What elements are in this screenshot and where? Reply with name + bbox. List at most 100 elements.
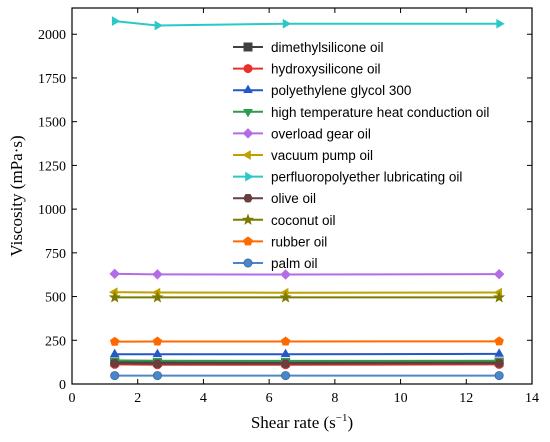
series-line bbox=[114, 291, 500, 294]
legend-marker bbox=[242, 128, 254, 139]
data-point bbox=[108, 291, 121, 303]
legend-marker bbox=[245, 171, 254, 182]
data-point bbox=[496, 18, 505, 29]
y-tick-label: 1750 bbox=[38, 72, 66, 87]
data-point bbox=[493, 268, 505, 280]
series-line bbox=[114, 272, 500, 276]
legend-marker bbox=[243, 84, 253, 93]
x-tick-label: 2 bbox=[134, 391, 141, 406]
data-point bbox=[282, 18, 292, 29]
legend-marker bbox=[243, 109, 253, 118]
plot-frame bbox=[71, 7, 533, 385]
legend-label: coconut oil bbox=[271, 213, 336, 228]
data-point bbox=[109, 336, 120, 346]
y-tick-label: 0 bbox=[59, 378, 66, 393]
legend-entry-9: rubber oil bbox=[233, 234, 327, 249]
y-tick-label: 1500 bbox=[38, 116, 66, 131]
x-tick-label: 0 bbox=[69, 391, 76, 406]
axis-ticks bbox=[71, 8, 533, 385]
legend-label: rubber oil bbox=[271, 234, 327, 249]
data-point bbox=[111, 16, 121, 26]
data-point bbox=[494, 359, 504, 368]
series-line bbox=[114, 359, 500, 362]
legend-marker bbox=[243, 64, 253, 74]
legend-label: polyethylene glycol 300 bbox=[271, 83, 411, 98]
legend-label: high temperature heat conduction oil bbox=[271, 105, 489, 120]
series-9 bbox=[109, 336, 504, 346]
data-point bbox=[280, 269, 291, 280]
data-point bbox=[109, 268, 120, 280]
legend-marker bbox=[243, 42, 253, 52]
legend-label: palm oil bbox=[271, 256, 318, 271]
legend-marker bbox=[243, 194, 253, 203]
legend-entry-2: polyethylene glycol 300 bbox=[233, 83, 411, 98]
data-point bbox=[280, 336, 291, 346]
data-point bbox=[494, 336, 504, 346]
x-tick-label: 10 bbox=[394, 391, 408, 406]
series-line bbox=[114, 361, 500, 364]
x-tick-label: 14 bbox=[525, 391, 539, 406]
series-6 bbox=[111, 16, 505, 31]
x-axis-title: Shear rate (s−1) bbox=[251, 412, 353, 432]
legend-label: overload gear oil bbox=[271, 126, 371, 141]
series-layer bbox=[108, 16, 506, 381]
series-8 bbox=[108, 291, 506, 303]
data-point bbox=[152, 269, 163, 280]
data-point bbox=[152, 371, 162, 381]
legend-entry-7: olive oil bbox=[233, 191, 316, 206]
legend-marker bbox=[243, 236, 253, 246]
data-point bbox=[152, 336, 163, 346]
data-point bbox=[279, 291, 292, 303]
series-7 bbox=[109, 359, 504, 368]
y-axis-title: Viscosity (mPa·s) bbox=[7, 135, 26, 256]
legend-entry-8: coconut oil bbox=[233, 213, 336, 228]
legend-label: hydroxysilicone oil bbox=[271, 62, 381, 77]
legend-entry-6: perfluoropolyether lubricating oil bbox=[233, 170, 462, 185]
data-point bbox=[494, 348, 504, 357]
x-tick-label: 12 bbox=[459, 391, 473, 406]
data-point bbox=[281, 371, 291, 381]
series-5 bbox=[109, 287, 502, 298]
series-4 bbox=[109, 268, 505, 280]
legend-entry-10: palm oil bbox=[233, 256, 318, 271]
data-point bbox=[109, 359, 120, 368]
data-point bbox=[494, 371, 504, 381]
y-tick-label: 1000 bbox=[38, 203, 66, 218]
y-tick-label: 750 bbox=[45, 247, 66, 262]
legend-label: olive oil bbox=[271, 191, 316, 206]
data-point bbox=[493, 291, 506, 303]
data-point bbox=[280, 348, 291, 358]
x-axis-title-close: ) bbox=[348, 413, 354, 432]
legend-entry-0: dimethylsilicone oil bbox=[233, 40, 384, 55]
data-point bbox=[152, 359, 163, 368]
y-tick-label: 1250 bbox=[38, 159, 66, 174]
x-tick-labels: 0 2 4 6 8 10 12 14 bbox=[69, 391, 540, 406]
x-axis-title-sup: −1 bbox=[336, 412, 348, 424]
x-tick-label: 6 bbox=[266, 391, 273, 406]
legend-marker bbox=[242, 150, 251, 160]
legend-marker bbox=[243, 258, 253, 268]
legend-entry-4: overload gear oil bbox=[233, 126, 371, 141]
data-point bbox=[110, 371, 120, 381]
data-point bbox=[280, 359, 291, 368]
x-tick-label: 4 bbox=[200, 391, 207, 406]
legend-entry-3: high temperature heat conduction oil bbox=[233, 105, 489, 120]
y-tick-label: 250 bbox=[45, 334, 66, 349]
data-point bbox=[152, 348, 163, 358]
legend-label: perfluoropolyether lubricating oil bbox=[271, 170, 462, 185]
y-tick-label: 500 bbox=[45, 291, 66, 306]
series-line bbox=[114, 20, 500, 27]
series-10 bbox=[110, 371, 504, 381]
x-axis-title-main: Shear rate (s bbox=[251, 413, 336, 432]
legend: dimethylsilicone oil hydroxysilicone oil p… bbox=[233, 40, 489, 271]
y-tick-label: 2000 bbox=[38, 28, 66, 43]
legend-label: vacuum pump oil bbox=[271, 148, 373, 163]
legend-entry-1: hydroxysilicone oil bbox=[233, 62, 381, 77]
series-2 bbox=[109, 348, 504, 358]
legend-marker bbox=[242, 213, 254, 225]
data-point bbox=[154, 20, 164, 31]
data-point bbox=[109, 348, 120, 358]
y-tick-labels: 0 250 500 750 1000 1250 1500 1750 2000 bbox=[38, 28, 66, 393]
data-point bbox=[151, 291, 164, 303]
